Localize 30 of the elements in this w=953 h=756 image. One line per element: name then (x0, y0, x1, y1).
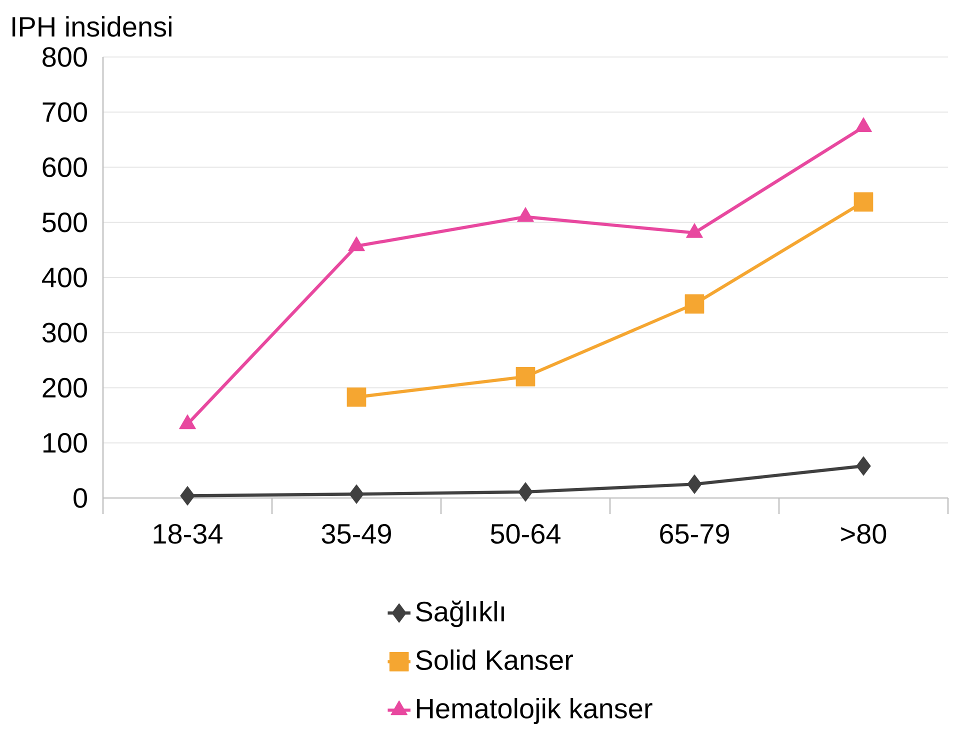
point (349, 484, 364, 504)
x-tick-label: 65-79 (660, 524, 729, 544)
point (348, 236, 365, 252)
y-tick-label: 300 (42, 322, 87, 343)
y-tick-label: 100 (43, 432, 87, 453)
y-tick-label: 700 (42, 102, 87, 122)
point (517, 207, 534, 222)
point (516, 367, 536, 386)
x-tick-label: 50-64 (490, 524, 560, 544)
y-tick-label: 600 (42, 157, 87, 178)
point (684, 294, 704, 314)
y-tick-label: 400 (42, 268, 87, 288)
legend-label: Solid Kanser (416, 649, 573, 670)
point (855, 117, 872, 132)
legend-label: Hematolojik kanser (417, 698, 652, 724)
y-axis-title: IPH insidensi (12, 16, 172, 37)
y-tick-label: 500 (42, 212, 87, 232)
point (518, 482, 533, 502)
x-tick-label: >80 (841, 524, 886, 544)
point (856, 456, 871, 476)
x-tick-label: 35-49 (322, 524, 391, 544)
legend-label: Sağlıklı (416, 600, 504, 628)
x-tick-label: 18-34 (154, 524, 222, 544)
y-tick-label: 0 (74, 488, 87, 508)
y-tick-label: 200 (42, 378, 87, 398)
point (686, 223, 703, 238)
point (687, 474, 702, 494)
point (180, 486, 195, 506)
y-tick-label: 800 (42, 47, 87, 67)
point (346, 387, 366, 407)
